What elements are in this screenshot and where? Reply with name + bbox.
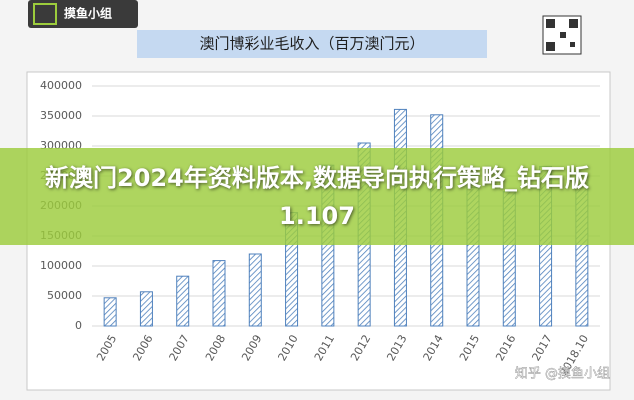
logo-text: 摸鱼小组	[64, 6, 112, 21]
bar	[248, 253, 262, 327]
y-tick-label: 350000	[40, 109, 82, 122]
y-tick-label: 0	[75, 319, 82, 332]
chart-title: 澳门博彩业毛收入（百万澳门元）	[199, 35, 424, 53]
logo-icon	[33, 3, 57, 25]
y-tick-label: 400000	[40, 79, 82, 92]
bar	[139, 291, 153, 327]
y-tick-label: 50000	[47, 289, 82, 302]
y-tick-label: 100000	[40, 259, 82, 272]
bar	[103, 297, 117, 327]
bar	[212, 260, 226, 327]
bar	[176, 275, 190, 327]
watermark: 知乎 @摸鱼小组	[515, 366, 610, 382]
overlay-band	[0, 148, 634, 245]
overlay-holder: 新澳门2024年资料版本,数据导向执行策略_钻石版1.107	[45, 164, 589, 230]
logo: 摸鱼小组	[28, 0, 138, 28]
overlay-headline: 新澳门2024年资料版本,数据导向执行策略_钻石版1.107	[45, 164, 589, 230]
qr-code	[542, 15, 582, 55]
title-box	[137, 30, 487, 58]
